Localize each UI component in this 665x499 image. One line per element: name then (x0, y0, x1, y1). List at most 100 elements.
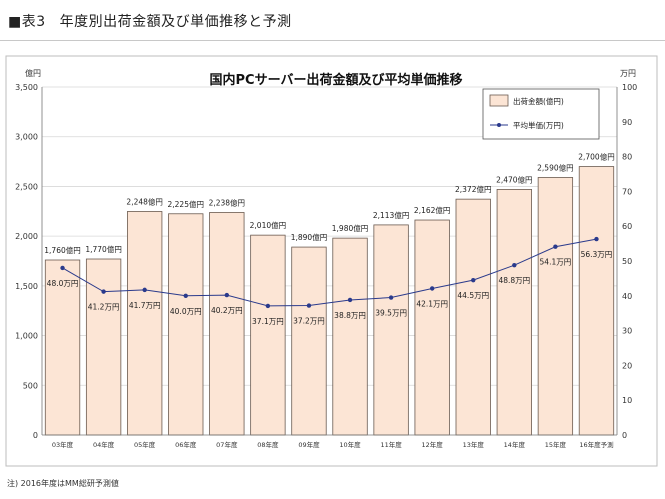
bar (373, 224, 409, 436)
chart-frame (5, 55, 658, 467)
bar (578, 166, 615, 436)
bar (332, 237, 368, 436)
line-point (60, 265, 65, 271)
bar-value-label: 2,225億円 (168, 199, 204, 209)
line-point (101, 289, 106, 294)
line-value-label: 37.2万円 (293, 317, 325, 326)
right-tick-label: 30 (622, 327, 632, 336)
heading-divider (0, 40, 665, 41)
bar (168, 213, 204, 436)
right-tick-label: 100 (622, 83, 637, 92)
line-point (594, 236, 599, 242)
line-value-label: 40.2万円 (211, 306, 243, 315)
category-label: 13年度 (463, 440, 485, 449)
right-axis-unit: 万円 (620, 69, 636, 78)
right-tick-label: 20 (622, 361, 632, 370)
legend: 出荷金額(億円) 平均単価(万円) (482, 88, 600, 140)
bar (127, 211, 163, 436)
line-point (142, 287, 147, 293)
bar-value-label: 2,113億円 (373, 210, 409, 220)
heading-title: 年度別出荷金額及び単価推移と予測 (59, 14, 292, 30)
bar-value-label: 1,760億円 (44, 245, 80, 255)
bar-value-label: 2,590億円 (537, 162, 573, 172)
left-axis-unit: 億円 (25, 68, 41, 78)
category-label: 07年度 (216, 440, 238, 449)
line-point (224, 292, 230, 298)
bar-value-label: 2,238億円 (209, 197, 245, 207)
line-point (347, 297, 353, 303)
bar-value-label: 1,980億円 (332, 223, 368, 233)
right-tick-label: 60 (622, 222, 632, 231)
bar (291, 246, 327, 436)
chart-title: 国内PCサーバー出荷金額及び平均単価推移 (210, 72, 463, 88)
footnote: 注) 2016年度はMM総研予測値 (7, 479, 119, 488)
line-value-label: 54.1万円 (540, 258, 572, 267)
line-point (265, 303, 271, 309)
bar (537, 177, 574, 436)
bar (414, 219, 450, 436)
line-value-label: 44.5万円 (457, 291, 489, 300)
right-tick-label: 0 (622, 431, 627, 440)
line-value-label: 37.1万円 (252, 317, 284, 326)
heading-number: 表3 (21, 14, 46, 30)
line-value-label: 56.3万円 (581, 250, 613, 259)
left-tick-label: 0 (33, 431, 38, 440)
category-label: 12年度 (422, 440, 444, 449)
line-value-label: 48.0万円 (47, 279, 79, 288)
left-tick-label: 500 (23, 381, 38, 390)
left-tick-label: 1,500 (15, 282, 38, 291)
legend-bar-label: 出荷金額(億円) (513, 96, 564, 106)
category-label: 09年度 (298, 440, 320, 449)
right-tick-label: 80 (622, 153, 632, 162)
bar-value-label: 2,010億円 (250, 220, 286, 230)
line-value-label: 41.7万円 (129, 301, 161, 310)
right-tick-label: 90 (622, 118, 632, 127)
axes: 0 500 1,000 1,500 2,000 2,500 3,000 3,500 0 10 20 3… (15, 68, 637, 449)
line-point (471, 277, 476, 283)
bar-value-label: 2,700億円 (578, 152, 614, 162)
left-tick-label: 2,000 (15, 232, 38, 241)
legend-line-marker (497, 123, 501, 127)
line-point (512, 262, 517, 268)
bar-value-label: 2,248億円 (126, 196, 162, 206)
right-tick-label: 70 (622, 187, 632, 196)
bar-value-label: 2,372億円 (455, 184, 491, 194)
right-tick-label: 40 (622, 292, 632, 301)
category-label: 11年度 (380, 440, 402, 449)
bar-value-label: 2,162億円 (414, 205, 450, 215)
line-value-label: 48.8万円 (498, 276, 530, 285)
category-label: 04年度 (93, 440, 115, 449)
bar (85, 258, 122, 436)
bar-value-label: 2,470億円 (496, 174, 532, 184)
bar (496, 189, 532, 436)
category-label: 10年度 (339, 440, 361, 449)
left-tick-label: 3,000 (15, 133, 38, 142)
shipment-chart: 0 500 1,000 1,500 2,000 2,500 3,000 3,500 0 10 20 3… (5, 55, 658, 467)
line-value-label: 42.1万円 (416, 299, 448, 308)
bar-series (44, 166, 615, 436)
bar (44, 259, 81, 436)
line-point (553, 244, 558, 249)
category-label: 15年度 (545, 440, 567, 449)
left-tick-label: 1,000 (15, 332, 38, 341)
figure-heading: ■表3 年度別出荷金額及び単価推移と予測 (8, 11, 292, 31)
data-labels: 1,760億円 1,770億円 2,248億円 2,225億円 2,238億円 2,010… (44, 152, 614, 326)
line-point (183, 293, 188, 298)
category-label: 14年度 (504, 440, 526, 449)
line-series (60, 236, 599, 309)
legend-bar-swatch (489, 94, 509, 107)
bar (209, 212, 245, 436)
category-label: 03年度 (52, 440, 74, 449)
line-point (429, 286, 435, 291)
line-path (62, 238, 597, 307)
category-label: 05年度 (134, 440, 156, 449)
category-label: 16年度予測 (579, 440, 613, 449)
bar-value-label: 1,770億円 (85, 244, 121, 254)
left-tick-label: 2,500 (15, 182, 38, 191)
line-value-label: 39.5万円 (375, 309, 407, 318)
bar (250, 234, 286, 436)
right-tick-label: 10 (622, 396, 632, 405)
line-value-label: 40.0万円 (170, 307, 202, 316)
bar-value-label: 1,890億円 (291, 232, 327, 242)
line-value-label: 41.2万円 (88, 303, 120, 312)
